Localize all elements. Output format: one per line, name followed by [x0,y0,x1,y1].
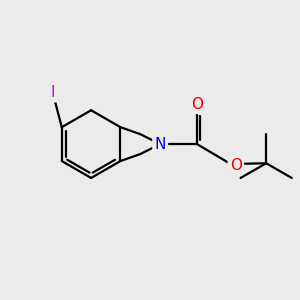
Text: N: N [154,136,166,152]
Text: O: O [230,158,242,173]
Text: I: I [51,85,55,100]
Text: O: O [191,97,203,112]
